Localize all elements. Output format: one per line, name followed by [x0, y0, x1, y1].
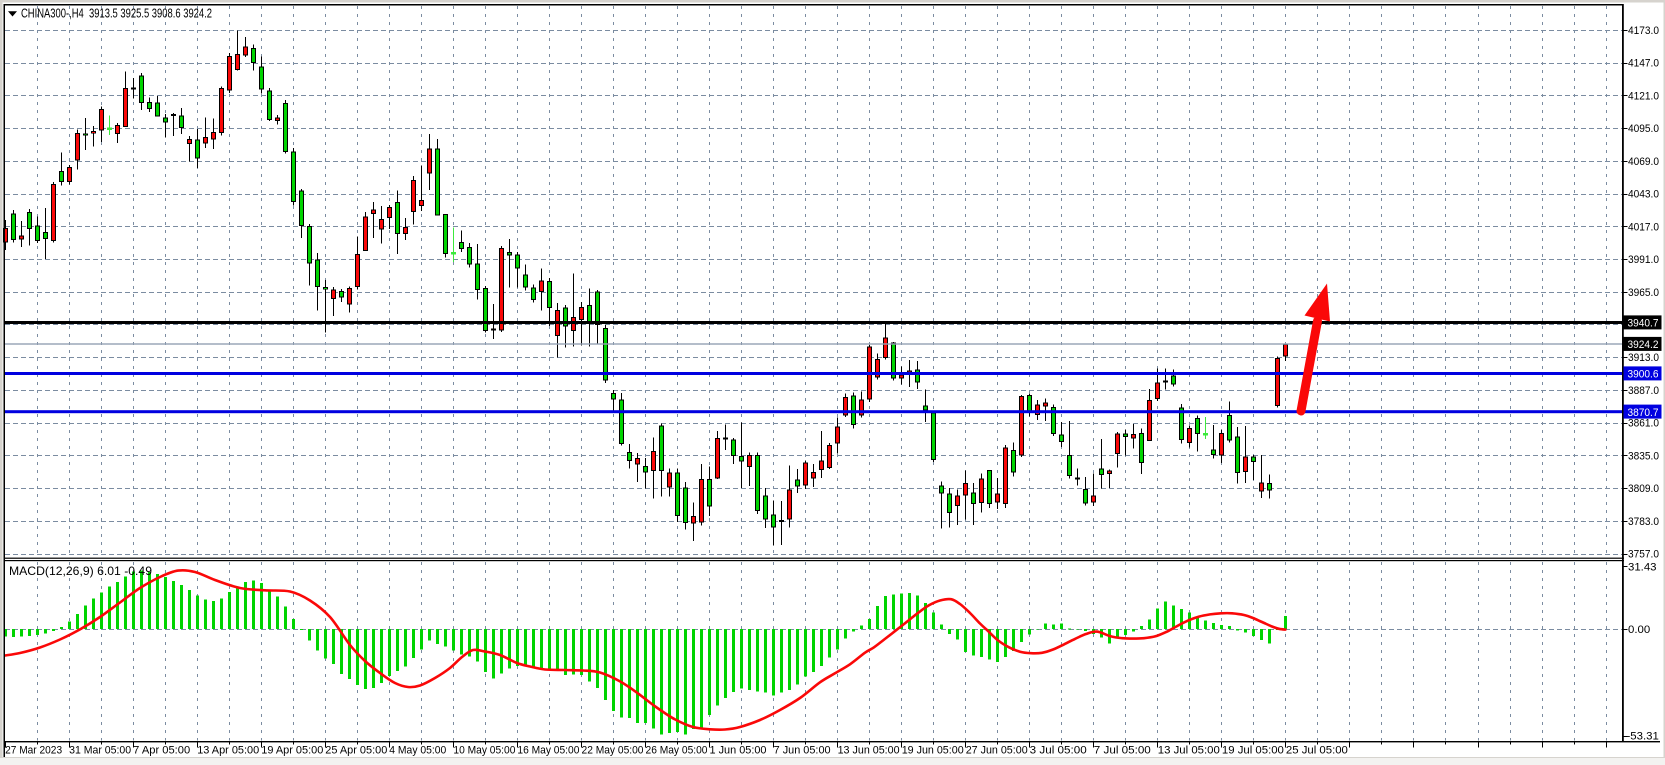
svg-text:13 Jul 05:00: 13 Jul 05:00 — [1158, 745, 1220, 757]
svg-text:27 Mar 2023: 27 Mar 2023 — [5, 745, 62, 757]
svg-text:3965.0: 3965.0 — [1628, 287, 1659, 299]
svg-text:3940.7: 3940.7 — [1628, 318, 1659, 330]
svg-text:3783.0: 3783.0 — [1628, 516, 1659, 528]
svg-text:13 Apr 05:00: 13 Apr 05:00 — [197, 745, 259, 757]
svg-text:3887.0: 3887.0 — [1628, 385, 1659, 397]
svg-text:4095.0: 4095.0 — [1628, 123, 1659, 135]
svg-text:4147.0: 4147.0 — [1628, 58, 1659, 70]
svg-text:MACD(12,26,9) 6.01 -0.49: MACD(12,26,9) 6.01 -0.49 — [9, 564, 152, 578]
svg-text:19 Jul 05:00: 19 Jul 05:00 — [1222, 745, 1284, 757]
svg-text:16 May 05:00: 16 May 05:00 — [517, 745, 579, 757]
svg-text:7 Jun 05:00: 7 Jun 05:00 — [774, 745, 831, 757]
svg-text:3924.2: 3924.2 — [1628, 339, 1659, 351]
svg-text:3913.0: 3913.0 — [1628, 352, 1659, 364]
svg-text:4069.0: 4069.0 — [1628, 156, 1659, 168]
svg-text:4173.0: 4173.0 — [1628, 25, 1659, 37]
svg-text:10 May 05:00: 10 May 05:00 — [453, 745, 515, 757]
svg-text:22 May 05:00: 22 May 05:00 — [582, 745, 644, 757]
svg-text:3870.7: 3870.7 — [1628, 407, 1659, 419]
svg-text:19 Jun 05:00: 19 Jun 05:00 — [902, 745, 964, 757]
svg-text:4121.0: 4121.0 — [1628, 90, 1659, 102]
svg-text:4017.0: 4017.0 — [1628, 221, 1659, 233]
svg-text:26 May 05:00: 26 May 05:00 — [646, 745, 708, 757]
svg-text:4043.0: 4043.0 — [1628, 189, 1659, 201]
svg-text:31 Mar 05:00: 31 Mar 05:00 — [69, 745, 131, 757]
svg-text:3 Jul 05:00: 3 Jul 05:00 — [1030, 745, 1087, 757]
svg-text:-53.31: -53.31 — [1627, 731, 1659, 743]
svg-text:3991.0: 3991.0 — [1628, 254, 1659, 266]
svg-text:3809.0: 3809.0 — [1628, 483, 1659, 495]
svg-text:CHINA300-,H4 3913.5 3925.5 39: CHINA300-,H4 3913.5 3925.5 3908.6 3924.2 — [21, 7, 212, 21]
svg-text:3900.6: 3900.6 — [1628, 369, 1659, 381]
svg-text:3835.0: 3835.0 — [1628, 450, 1659, 462]
svg-text:1 Jun 05:00: 1 Jun 05:00 — [710, 745, 767, 757]
svg-text:25 Apr 05:00: 25 Apr 05:00 — [325, 745, 387, 757]
svg-text:13 Jun 05:00: 13 Jun 05:00 — [838, 745, 900, 757]
svg-text:4 May 05:00: 4 May 05:00 — [389, 745, 446, 757]
svg-text:3861.0: 3861.0 — [1628, 418, 1659, 430]
svg-text:0.00: 0.00 — [1628, 624, 1650, 636]
svg-text:19 Apr 05:00: 19 Apr 05:00 — [261, 745, 323, 757]
svg-text:25 Jul 05:00: 25 Jul 05:00 — [1286, 745, 1348, 757]
svg-text:7 Apr 05:00: 7 Apr 05:00 — [133, 745, 190, 757]
svg-text:3757.0: 3757.0 — [1628, 549, 1659, 561]
svg-text:7 Jul 05:00: 7 Jul 05:00 — [1094, 745, 1151, 757]
svg-text:27 Jun 05:00: 27 Jun 05:00 — [966, 745, 1028, 757]
svg-text:31.43: 31.43 — [1628, 562, 1657, 574]
